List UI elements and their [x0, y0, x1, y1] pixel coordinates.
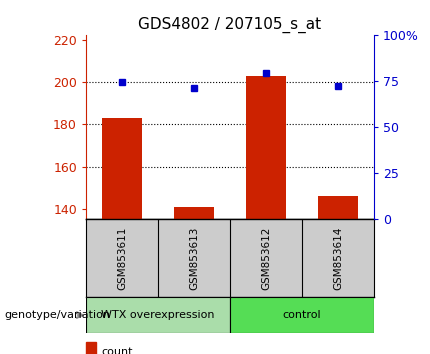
Text: WTX overexpression: WTX overexpression [101, 310, 215, 320]
Bar [86, 297, 230, 333]
Bar [230, 297, 374, 333]
Text: count: count [102, 347, 133, 354]
Text: GSM853611: GSM853611 [117, 227, 127, 290]
Text: GSM853613: GSM853613 [189, 227, 199, 290]
Bar [318, 196, 358, 219]
Bar [102, 118, 142, 219]
Text: GSM853612: GSM853612 [261, 227, 271, 290]
Text: genotype/variation: genotype/variation [4, 310, 111, 320]
Text: control: control [283, 310, 321, 320]
Bar [86, 342, 96, 354]
Text: GSM853614: GSM853614 [333, 227, 343, 290]
Bar [174, 207, 214, 219]
Bar [246, 76, 286, 219]
Title: GDS4802 / 207105_s_at: GDS4802 / 207105_s_at [138, 16, 322, 33]
